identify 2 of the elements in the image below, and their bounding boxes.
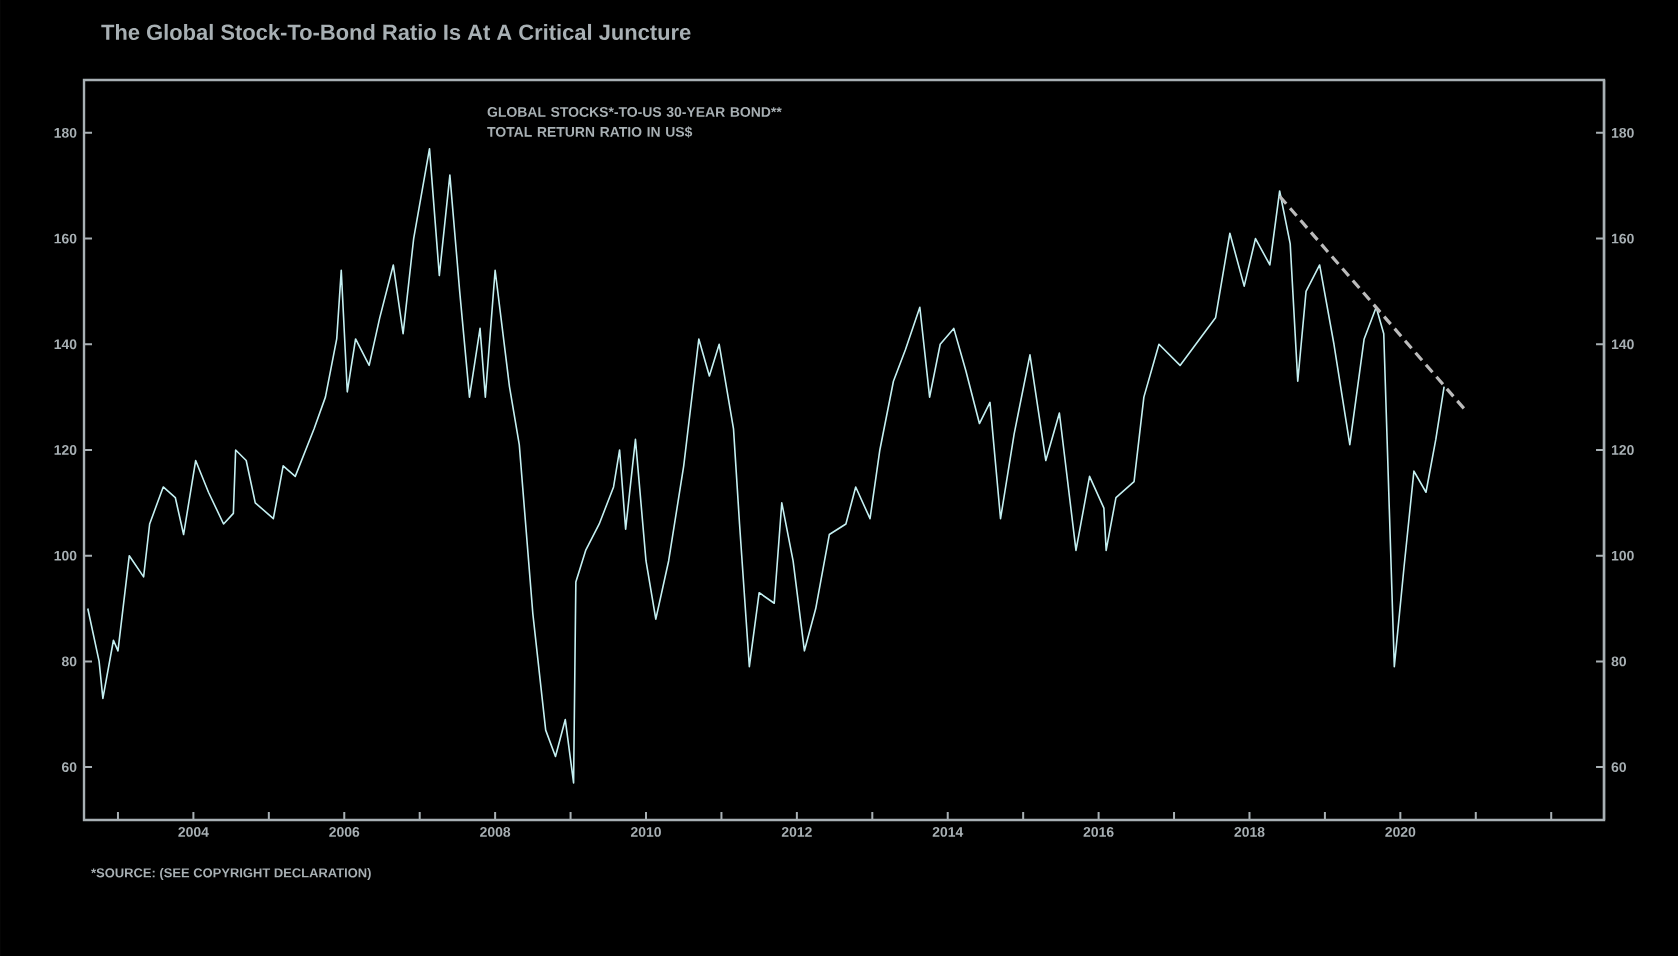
chart-title: The Global Stock-To-Bond Ratio Is At A Critical Juncture <box>101 23 691 41</box>
line-series <box>86 147 1445 784</box>
